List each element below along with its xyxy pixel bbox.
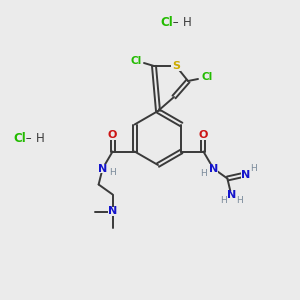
Text: N: N xyxy=(209,164,218,173)
Text: –: – xyxy=(22,131,36,145)
Bar xyxy=(171,61,181,70)
Text: H: H xyxy=(250,164,257,173)
Bar xyxy=(108,131,118,140)
Text: H: H xyxy=(220,196,227,205)
Text: H: H xyxy=(183,16,191,28)
Text: H: H xyxy=(109,168,116,177)
Text: H: H xyxy=(236,196,243,205)
Bar xyxy=(241,170,250,179)
Text: N: N xyxy=(98,164,107,173)
Text: S: S xyxy=(172,61,180,71)
Bar xyxy=(209,164,218,173)
Text: H: H xyxy=(200,169,207,178)
Text: –: – xyxy=(169,16,183,28)
Bar xyxy=(129,56,143,65)
Text: Cl: Cl xyxy=(201,72,213,82)
Text: H: H xyxy=(36,131,44,145)
Text: O: O xyxy=(108,130,117,140)
Text: Cl: Cl xyxy=(130,56,142,66)
Text: N: N xyxy=(241,169,250,179)
Bar xyxy=(227,191,236,200)
Bar xyxy=(198,131,208,140)
Text: Cl: Cl xyxy=(160,16,173,28)
Text: O: O xyxy=(199,130,208,140)
Bar xyxy=(108,207,117,216)
Text: N: N xyxy=(108,206,117,217)
Text: N: N xyxy=(227,190,236,200)
Bar xyxy=(98,164,107,173)
Bar xyxy=(200,73,214,82)
Text: Cl: Cl xyxy=(14,131,26,145)
